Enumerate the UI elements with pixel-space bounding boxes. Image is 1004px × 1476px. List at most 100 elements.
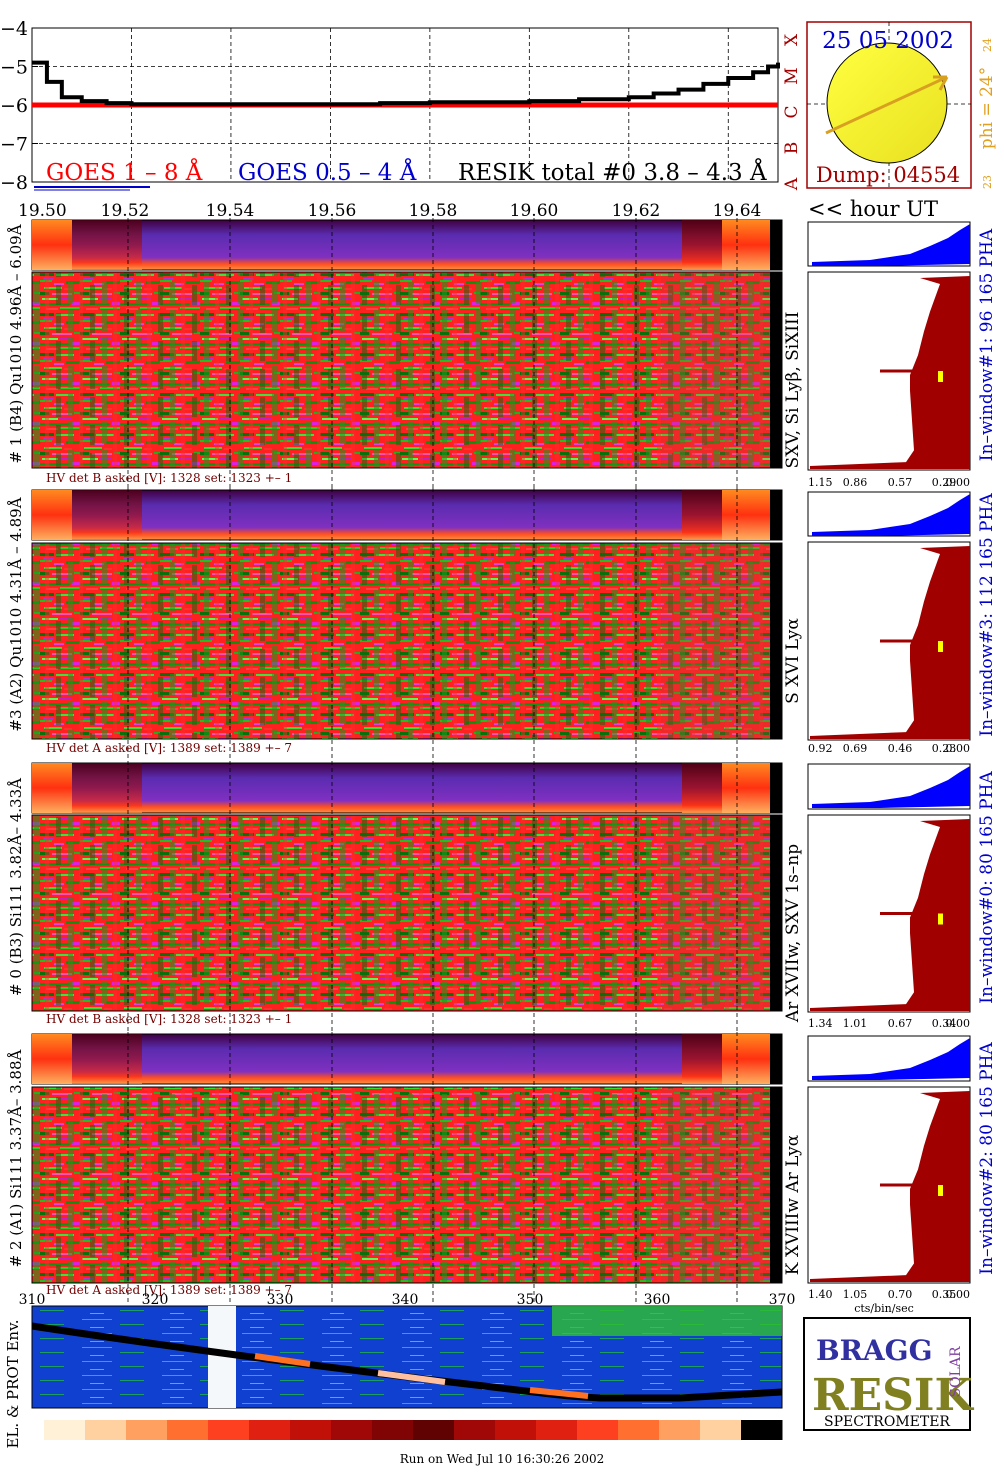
channel-hv-text: HV det B asked [V]: 1328 set: 1323 +– 1 [46,1012,292,1026]
pha-yellow-marker [938,641,943,652]
color-bar-segment [741,1420,783,1440]
pha-tick-label: 0.35 [932,1288,957,1301]
color-bar-segment [126,1420,168,1440]
color-bar-segment [536,1420,578,1440]
pha-yellow-marker [938,913,943,925]
channel-header-strip [31,219,783,271]
channel-header-red-block [682,1034,722,1084]
orbit-tick-label: 360 [644,1292,671,1308]
legend-goes-0-5-4: GOES 0.5 – 4 Å [238,158,417,186]
pha-tick-label: 0.69 [843,742,868,755]
pha-yellow-marker [938,371,943,382]
time-tick-label: 19.62 [612,201,661,221]
channel-label: # 2 (A1) Si111 3.37Å– 3.88Å [7,1049,25,1267]
color-bar-segment [618,1420,660,1440]
channel-spectrogram-right-fade [662,1087,770,1283]
logo-bragg: BRAGG [816,1334,932,1367]
pha-tick-label: 1.05 [843,1288,868,1301]
legend-goes-1-8: GOES 1 – 8 Å [46,158,203,186]
channel-label: # 0 (B3) Si111 3.82Å– 4.33Å [7,778,25,996]
channel-header-left-block [32,763,72,813]
logo-frame [803,1317,971,1431]
color-bar-segment [700,1420,742,1440]
sun-top-num: 24 [981,38,994,52]
channel-end-bar [770,543,782,739]
color-bar-segment [290,1420,332,1440]
orbit-tick-label: 310 [19,1292,46,1308]
orbit-track-seg-2 [377,1370,446,1385]
legend-resik-total: RESIK total #0 3.8 – 4.3 Å [458,158,767,186]
channel-spectrogram-right-fade [662,543,770,739]
logo-spectrometer: SPECTROMETER [824,1414,950,1430]
pha-blue-histogram [812,494,970,536]
channel-spectrogram-overlay [32,543,782,739]
sun-position-panel: 25 05 2002 Dump: 04554 phi = 24° 24 23 [806,21,997,189]
channel-header-dark-block [72,490,142,540]
channel-end-bar [770,1087,782,1283]
goes-class-label: M [782,67,802,84]
pha-tick-label: 0.92 [808,742,833,755]
orbit-track-seg-1 [254,1353,311,1367]
goes-ytick-label: −7 [0,134,28,156]
channel-panel: HV det B asked [V]: 1328 set: 1323 +– 1 #… [7,761,997,1031]
orbit-tick-label: 330 [267,1292,294,1308]
color-bar-segment [454,1420,496,1440]
color-bar-segment [44,1420,86,1440]
channel-end-bar [770,815,782,1011]
pha-tick-label: 0.00 [946,476,971,489]
time-axis-unit: << hour UT [808,197,938,221]
pha-window-label: In–window#0: 80 165 PHA [977,771,997,1004]
channel-header-red-block [682,220,722,270]
channel-header-end-bar [770,490,782,540]
goes-class-label: X [782,33,802,46]
pha-tick-label: 0.00 [946,1017,971,1030]
channel-panel: HV det B asked [V]: 1328 set: 1323 +– 1 #… [7,218,997,489]
channel-header-strip [31,489,783,541]
channel-header-left-block [32,1034,72,1084]
pha-xlabel: cts/bin/sec [854,1302,914,1315]
pha-window-label: In–window#2: 80 165 PHA [977,1042,997,1275]
spectrometer-channels: HV det B asked [V]: 1328 set: 1323 +– 1 #… [7,218,997,1315]
channel-lines-label: Ar XVIIw, SXV 1s–np [783,844,803,1023]
channel-header-red-block [682,763,722,813]
time-tick-label: 19.64 [713,201,762,221]
channel-hv-text: HV det A asked [V]: 1389 set: 1389 +– 7 [46,1283,292,1297]
pha-tick-label: 0.67 [888,1017,913,1030]
channel-header-left-block [32,220,72,270]
sun-phi: phi = 24° [977,67,997,149]
channel-header-dark-block [72,220,142,270]
pha-window-label: In–window#1: 96 165 PHA [977,228,997,461]
orbit-tick-label: 370 [769,1292,796,1308]
sun-bottom-num: 23 [981,175,994,189]
color-bar-segment [413,1420,455,1440]
channel-panel: HV det A asked [V]: 1389 set: 1389 +– 7 #… [7,1032,997,1303]
goes-lightcurve-panel: −4 −5 −6 −7 −8 X M C B A GOES 1 – 8 Å GOES 0.5 – 4 … [0,18,802,194]
channel-panel: HV det A asked [V]: 1389 set: 1389 +– 7 #… [7,488,997,759]
channel-header-end-bar [770,763,782,813]
pha-tick-label: 0.57 [888,476,913,489]
color-bar-segment [372,1420,414,1440]
time-tick-label: 19.56 [308,201,357,221]
channel-spectrogram-overlay [32,272,782,468]
channel-end-bar [770,272,782,468]
pha-blue-histogram [812,224,970,266]
time-axis: 19.50 19.52 19.54 19.56 19.58 19.60 19.62 19.64… [18,197,938,221]
channel-lines-label: SXV, Si Lyβ, SiXIII [783,312,803,469]
env-green-region [552,1306,782,1336]
pha-tick-label: 1.15 [808,476,833,489]
channel-header-right-block [722,763,770,813]
time-tick-label: 19.50 [18,201,67,221]
channel-spectrogram-right-fade [662,272,770,468]
logo-resik: RESIK [812,1370,974,1421]
channel-header-right-block [722,220,770,270]
logo-solar: SOLAR [948,1346,964,1397]
color-bar-segment [331,1420,373,1440]
channel-hv-text: HV det A asked [V]: 1389 set: 1389 +– 7 [46,741,292,755]
channel-label: #3 (A2) Qu1010 4.31Å – 4.89Å [7,497,25,731]
color-bar-segment [577,1420,619,1440]
pha-tick-label: 0.00 [946,742,971,755]
pha-tick-label: 0.70 [888,1288,913,1301]
sun-disk [826,42,948,164]
